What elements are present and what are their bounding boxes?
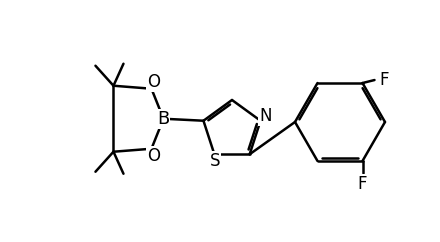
Text: F: F bbox=[380, 71, 389, 89]
Text: O: O bbox=[147, 73, 160, 91]
Text: F: F bbox=[358, 175, 367, 193]
Text: N: N bbox=[259, 107, 272, 125]
Text: O: O bbox=[147, 147, 160, 165]
Text: S: S bbox=[210, 152, 220, 170]
Text: B: B bbox=[158, 110, 169, 128]
